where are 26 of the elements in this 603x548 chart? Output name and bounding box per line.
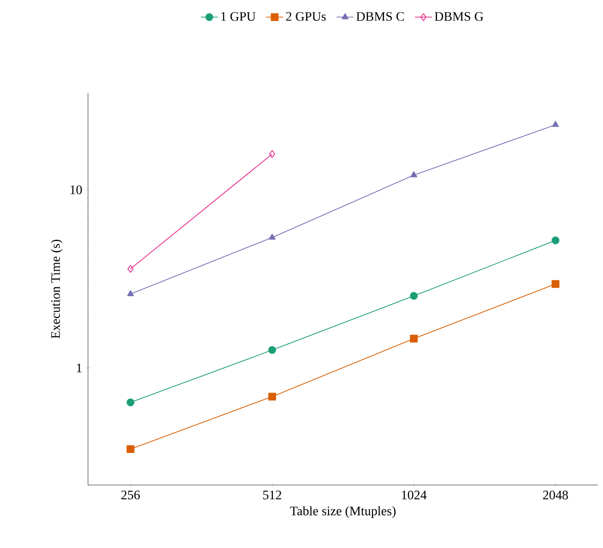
x-tick-label: 512 xyxy=(263,490,282,500)
y-axis-title: Execution Time (s) xyxy=(50,240,63,338)
point xyxy=(126,445,134,453)
point xyxy=(126,398,134,406)
x-tick-label: 1024 xyxy=(402,490,427,500)
y-tick-label: 10 xyxy=(70,185,82,194)
x-tick-label: 2048 xyxy=(543,490,568,500)
point xyxy=(410,292,418,300)
point xyxy=(268,346,276,354)
point xyxy=(268,392,276,400)
point xyxy=(552,280,560,288)
y-tick-label: 1 xyxy=(77,364,82,372)
point xyxy=(410,334,418,343)
point xyxy=(268,234,276,240)
legend-label: 2 GPUs xyxy=(286,12,326,21)
x-tick-label: 256 xyxy=(121,490,140,500)
x-axis-title: Table size (Mtuples) xyxy=(290,506,396,518)
point xyxy=(410,171,418,178)
point xyxy=(127,290,134,296)
point xyxy=(269,150,276,158)
point xyxy=(552,120,559,127)
point xyxy=(552,236,560,244)
legend-label: DBMS C xyxy=(356,12,404,21)
legend-label: DBMS G xyxy=(434,12,484,21)
legend-label: 1 GPU xyxy=(221,12,256,21)
point xyxy=(127,264,134,273)
